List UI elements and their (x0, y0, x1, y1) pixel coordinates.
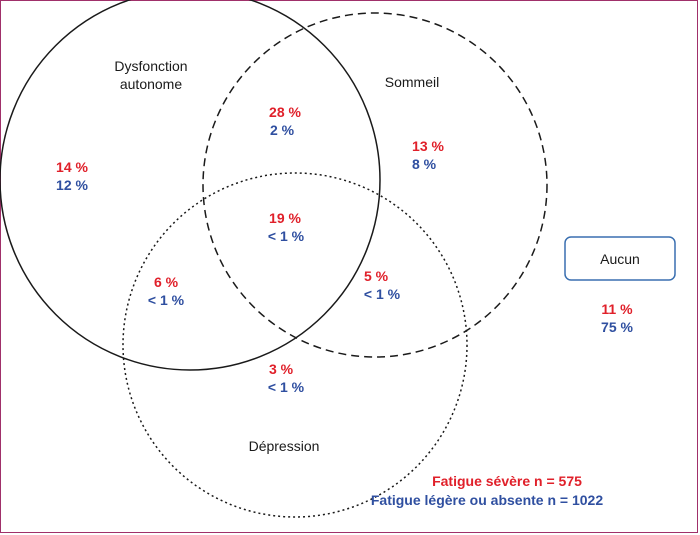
autonomic-only-severe: 14 % (56, 159, 88, 175)
autonomic-sleep-mild: 2 % (270, 122, 295, 138)
sleep-label: Sommeil (385, 74, 439, 90)
legend-severe: Fatigue sévère n = 575 (432, 473, 582, 489)
depression-only-severe: 3 % (269, 361, 294, 377)
none-mild: 75 % (601, 319, 633, 335)
autonomic-depression-mild: < 1 % (148, 292, 185, 308)
autonomic-depression-severe: 6 % (154, 274, 179, 290)
sleep-only-severe: 13 % (412, 138, 444, 154)
sleep-depression-severe: 5 % (364, 268, 389, 284)
none-severe: 11 % (601, 301, 633, 317)
autonomic-only-mild: 12 % (56, 177, 88, 193)
autonomic-dysfunction-label-line1: Dysfonction (114, 58, 187, 74)
depression-circle (122, 172, 468, 518)
sleep-only-mild: 8 % (412, 156, 437, 172)
none-label: Aucun (600, 251, 640, 267)
autonomic-dysfunction-label-line2: autonome (120, 76, 182, 92)
sleep-circle (202, 12, 548, 358)
depression-label: Dépression (249, 438, 320, 454)
all-three-severe: 19 % (269, 210, 301, 226)
sleep-depression-mild: < 1 % (364, 286, 401, 302)
autonomic-dysfunction-circle (0, 0, 381, 371)
all-three-mild: < 1 % (268, 228, 305, 244)
legend-mild: Fatigue légère ou absente n = 1022 (371, 492, 603, 508)
depression-only-mild: < 1 % (268, 379, 305, 395)
autonomic-sleep-severe: 28 % (269, 104, 301, 120)
none-box (564, 236, 676, 281)
